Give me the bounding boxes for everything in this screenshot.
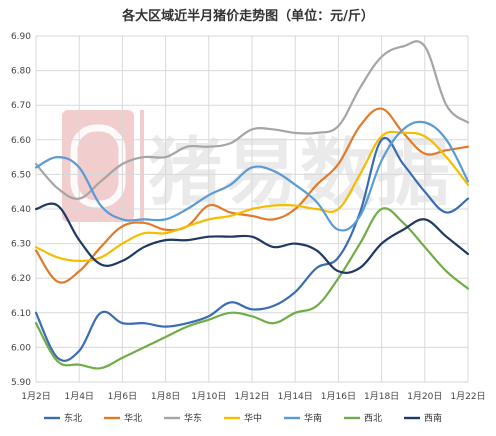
x-tick-label: 1月20日 — [407, 391, 442, 402]
y-tick-label: 6.10 — [11, 309, 31, 319]
x-tick-label: 1月14日 — [278, 391, 313, 402]
legend: 东北 华北 华东 华中 华南 西北 西南 — [44, 412, 442, 424]
y-tick-label: 6.90 — [11, 32, 31, 42]
legend-label: 西南 — [424, 412, 442, 424]
series-line-3 — [34, 130, 470, 262]
axes: 5.90 6.00 6.10 6.20 6.30 6.40 6.50 6.60 6.70 6.80… — [11, 32, 486, 402]
legend-label: 西北 — [364, 413, 382, 424]
y-tick-label: 6.40 — [11, 205, 31, 215]
series-line-4 — [34, 120, 470, 232]
x-tick-label: 1月4日 — [64, 391, 93, 402]
y-tick-label: 6.60 — [11, 136, 31, 146]
series-line-5 — [34, 207, 470, 370]
x-tick-label: 1月10日 — [191, 391, 226, 402]
series-line-2 — [34, 40, 470, 200]
x-tick-label: 1月6日 — [108, 391, 137, 402]
x-tick-label: 1月12日 — [234, 391, 269, 402]
legend-label: 东北 — [64, 412, 82, 424]
y-tick-label: 6.80 — [11, 67, 31, 77]
series-lines — [34, 40, 470, 370]
x-tick-label: 1月16日 — [321, 391, 356, 402]
x-tick-label: 1月22日 — [450, 391, 485, 402]
series-line-6 — [34, 202, 470, 274]
y-tick-label: 5.90 — [11, 378, 31, 388]
series-line-0 — [34, 136, 470, 362]
y-tick-label: 6.00 — [11, 343, 31, 353]
x-tick-label: 1月18日 — [364, 391, 399, 402]
chart-title: 各大区域近半月猪价走势图（单位：元/斤） — [121, 8, 374, 24]
legend-label: 华中 — [244, 412, 262, 424]
series-line-1 — [34, 107, 470, 284]
y-tick-label: 6.50 — [11, 170, 31, 180]
y-tick-label: 6.30 — [11, 240, 31, 250]
legend-label: 华东 — [184, 412, 202, 424]
y-tick-label: 6.20 — [11, 274, 31, 284]
x-tick-label: 1月8日 — [151, 391, 180, 402]
legend-label: 华北 — [124, 412, 142, 424]
y-tick-label: 6.70 — [11, 101, 31, 111]
x-tick-label: 1月2日 — [21, 391, 50, 402]
legend-label: 华南 — [304, 412, 322, 424]
